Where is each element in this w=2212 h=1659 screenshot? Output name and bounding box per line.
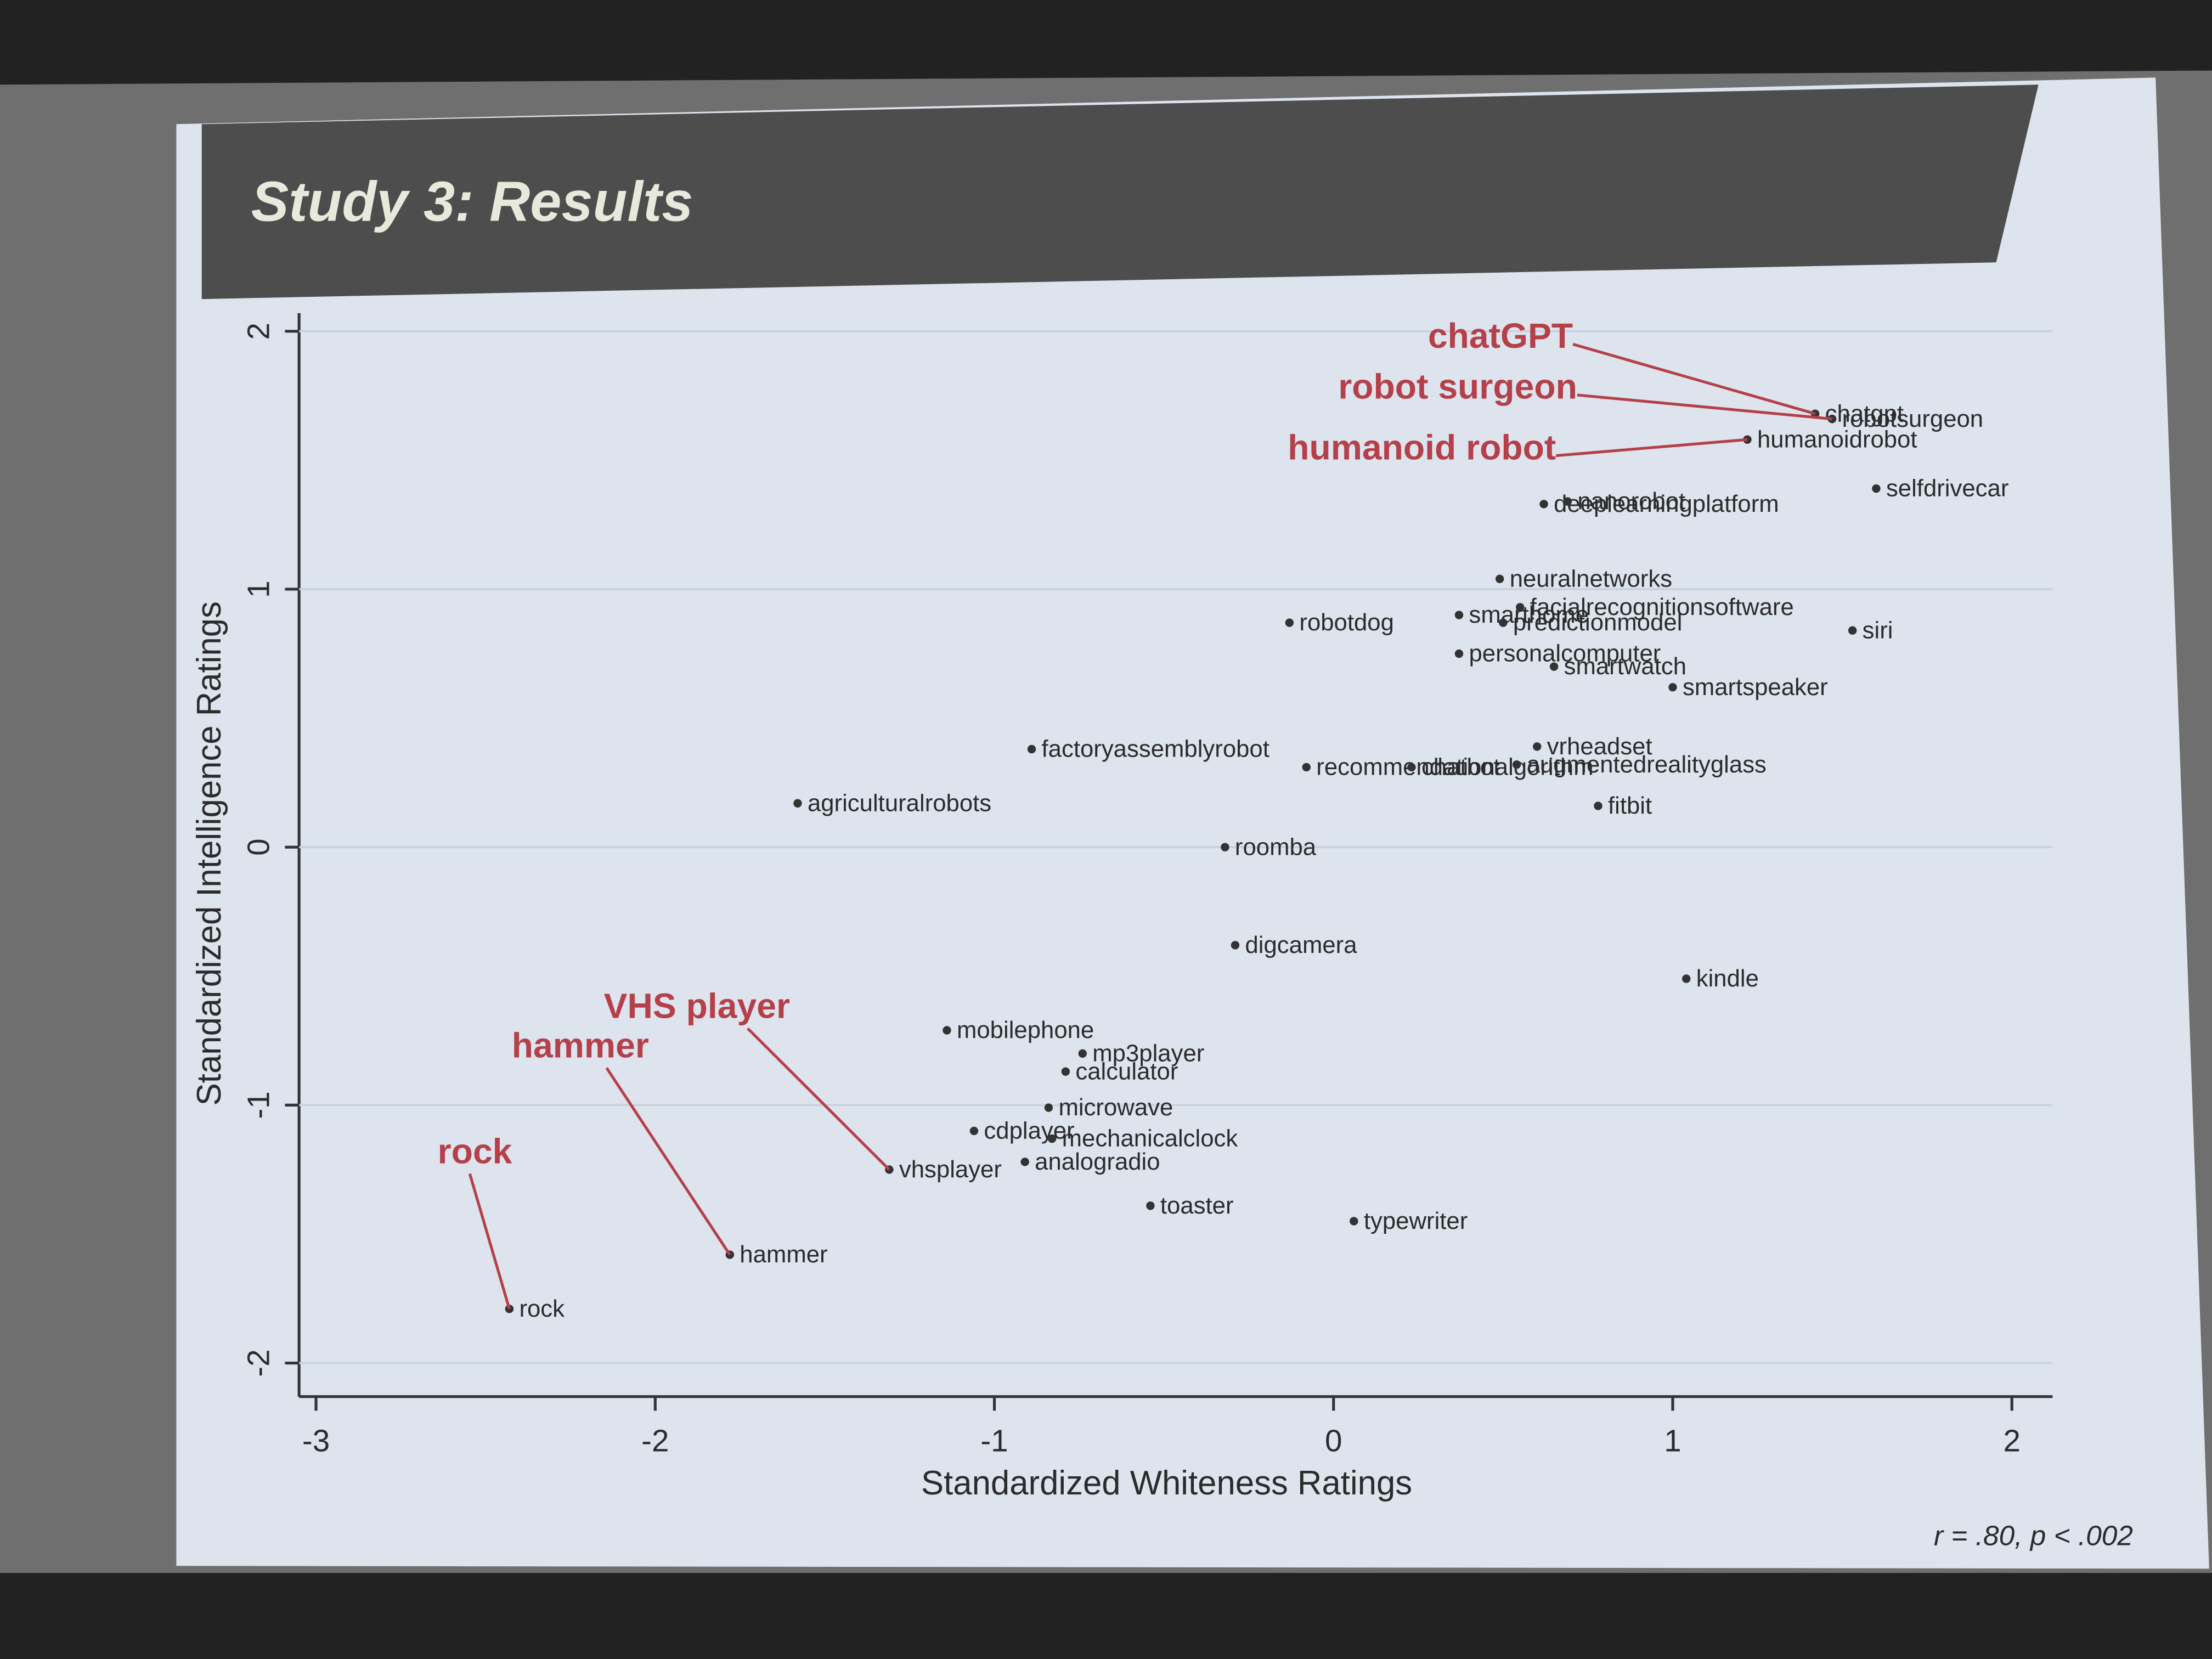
point: [1231, 941, 1240, 950]
point-label: roomba: [1235, 833, 1317, 860]
x-tick-label: 2: [2004, 1424, 2021, 1458]
point: [1285, 618, 1294, 627]
annotation-leader: [1572, 342, 1816, 415]
point-label: cdplayer: [984, 1118, 1074, 1144]
point: [1594, 802, 1602, 810]
x-tick-label: 1: [1664, 1424, 1681, 1458]
annotation-leader: [1556, 438, 1748, 458]
annotation: rock: [438, 1131, 512, 1171]
point: [943, 1026, 951, 1035]
point-label: factoryassemblyrobot: [1042, 736, 1269, 763]
annotation: hammer: [512, 1026, 649, 1065]
point: [1061, 1067, 1070, 1076]
point: [1454, 649, 1464, 658]
point-label: robotdog: [1299, 609, 1394, 636]
point: [1027, 744, 1036, 754]
point: [1516, 603, 1525, 612]
point-label: chatgpt: [1825, 400, 1904, 427]
point-label: facialrecognitionsoftware: [1530, 594, 1794, 620]
point-label: predictionmodel: [1513, 609, 1683, 636]
y-tick-label: 0: [241, 838, 276, 855]
point-label: nanorobot: [1577, 488, 1685, 515]
y-tick-label: -1: [241, 1091, 276, 1119]
point: [1047, 1134, 1057, 1143]
y-tick-label: 1: [241, 580, 276, 597]
point-label: siri: [1863, 617, 1893, 644]
annotation: VHS player: [604, 986, 790, 1026]
x-tick-label: -3: [302, 1424, 330, 1458]
point: [1848, 626, 1857, 635]
point-label: selfdrivecar: [1886, 475, 2008, 502]
point-label: typewriter: [1364, 1207, 1468, 1234]
annotation-leader: [747, 1027, 890, 1171]
point-label: analogradio: [1035, 1148, 1160, 1175]
point-label: recommendationalgorithm: [1316, 754, 1593, 781]
point-label: deeplearningplatform: [1554, 490, 1779, 517]
y-tick-label: -2: [241, 1349, 276, 1376]
x-tick-label: 0: [1325, 1424, 1342, 1458]
x-tick-label: -1: [980, 1424, 1008, 1458]
point-label: mobilephone: [957, 1017, 1094, 1043]
point-label: smartwatch: [1564, 653, 1686, 680]
point-label: hammer: [740, 1241, 827, 1268]
point: [1872, 484, 1881, 493]
title-band: [201, 84, 2039, 300]
point-label: neuralnetworks: [1510, 565, 1672, 592]
slide: [176, 77, 2209, 1569]
annotation-leader: [468, 1173, 511, 1310]
annotation: humanoid robot: [1288, 427, 1556, 467]
point: [1668, 682, 1677, 692]
point: [1512, 760, 1521, 769]
point: [1495, 574, 1504, 583]
point: [969, 1126, 979, 1136]
y-tick-label: 2: [241, 323, 276, 340]
point: [1407, 763, 1416, 772]
point: [1532, 742, 1542, 751]
y-axis-title: Standardized Intelligence Ratings: [190, 601, 228, 1105]
point-label: microwave: [1058, 1094, 1173, 1121]
point: [1020, 1158, 1029, 1166]
point: [1454, 611, 1464, 619]
annotation: chatGPT: [1428, 316, 1573, 356]
point: [1499, 618, 1508, 627]
x-axis-title: Standardized Whiteness Ratings: [921, 1464, 1412, 1502]
point-label: agriculturalrobots: [808, 789, 991, 816]
stats-note: r = .80, p < .002: [1934, 1519, 2133, 1551]
point: [1539, 500, 1548, 509]
point-label: calculator: [1075, 1058, 1178, 1085]
point-label: fitbit: [1608, 792, 1652, 819]
point: [1302, 763, 1311, 772]
point-label: vhsplayer: [899, 1156, 1002, 1183]
slide-title: Study 3: Results: [251, 170, 693, 233]
annotation: robot surgeon: [1338, 367, 1577, 407]
point-label: smarthome: [1469, 601, 1589, 628]
point-label: personalcomputer: [1469, 640, 1661, 667]
point-label: augmentedrealityglass: [1527, 751, 1767, 778]
point-label: mechanicalclock: [1062, 1125, 1238, 1152]
point-label: toaster: [1160, 1192, 1234, 1219]
point-label: vrheadset: [1547, 733, 1652, 760]
point: [1078, 1049, 1087, 1058]
point-label: rock: [519, 1295, 565, 1322]
x-tick-label: -2: [641, 1424, 669, 1458]
point: [1682, 974, 1691, 983]
point-label: humanoidrobot: [1757, 426, 1917, 453]
annotation-leader: [1577, 393, 1832, 421]
point-label: robotsurgeon: [1842, 405, 1984, 432]
point: [1221, 843, 1229, 851]
point: [1146, 1201, 1155, 1210]
point-label: digcamera: [1245, 932, 1357, 958]
point: [1549, 662, 1559, 671]
point: [1044, 1103, 1053, 1112]
point: [1563, 497, 1572, 506]
annotation-leader: [605, 1067, 731, 1256]
point: [1350, 1217, 1358, 1226]
point: [793, 799, 802, 808]
point-label: smartspeaker: [1683, 674, 1828, 701]
point-label: mp3player: [1092, 1040, 1204, 1066]
point-label: kindle: [1696, 965, 1759, 992]
point-label: chatbot: [1421, 754, 1500, 781]
